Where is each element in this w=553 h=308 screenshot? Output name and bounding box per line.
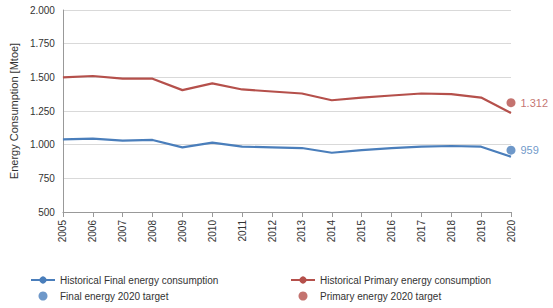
svg-text:2019: 2019 — [476, 220, 487, 243]
svg-text:2012: 2012 — [267, 220, 278, 243]
svg-text:Historical Final energy consum: Historical Final energy consumption — [60, 275, 218, 286]
svg-text:1.750: 1.750 — [30, 38, 55, 49]
svg-text:2020: 2020 — [506, 220, 517, 243]
svg-text:2008: 2008 — [147, 220, 158, 243]
svg-text:500: 500 — [38, 207, 55, 218]
svg-text:2009: 2009 — [177, 220, 188, 243]
svg-text:1.000: 1.000 — [30, 139, 55, 150]
svg-text:1.250: 1.250 — [30, 106, 55, 117]
svg-text:2006: 2006 — [87, 220, 98, 243]
svg-text:2014: 2014 — [326, 220, 337, 243]
svg-text:2018: 2018 — [446, 220, 457, 243]
svg-text:Energy Consumption [Mtoe]: Energy Consumption [Mtoe] — [8, 43, 20, 179]
svg-text:2016: 2016 — [386, 220, 397, 243]
svg-text:1.500: 1.500 — [30, 72, 55, 83]
svg-text:Final energy 2020 target: Final energy 2020 target — [60, 291, 169, 302]
svg-text:2005: 2005 — [57, 220, 68, 243]
svg-text:2017: 2017 — [416, 220, 427, 243]
svg-text:1.312: 1.312 — [521, 97, 549, 109]
svg-text:2013: 2013 — [296, 220, 307, 243]
svg-text:2011: 2011 — [237, 220, 248, 242]
svg-text:2.000: 2.000 — [30, 5, 55, 16]
svg-text:2010: 2010 — [207, 220, 218, 243]
svg-text:750: 750 — [38, 173, 55, 184]
svg-text:959: 959 — [521, 144, 539, 156]
svg-text:2015: 2015 — [356, 220, 367, 243]
svg-text:2007: 2007 — [117, 220, 128, 243]
svg-text:Historical Primary energy cons: Historical Primary energy consumption — [320, 275, 491, 286]
svg-text:Primary energy 2020 target: Primary energy 2020 target — [320, 291, 441, 302]
